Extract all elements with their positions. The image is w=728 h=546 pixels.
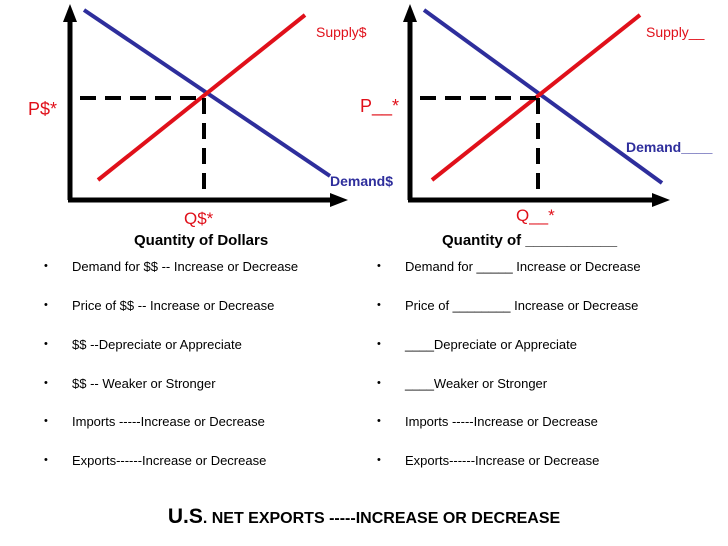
right-quantity-label: Q__*: [516, 206, 555, 225]
bullet-icon: •: [377, 260, 381, 272]
list-item-text: ____Depreciate or Appreciate: [405, 337, 578, 352]
left-x-axis-arrowhead: [330, 193, 348, 207]
right-demand-label: Demand____: [626, 139, 713, 155]
bullet-icon: •: [44, 299, 48, 311]
bullet-icon: •: [44, 415, 48, 427]
footer-rest: . NET EXPORTS -----INCREASE OR DECREASE: [202, 510, 561, 527]
list-item-text: Demand for _____ Increase or Decrease: [405, 259, 641, 274]
bullet-icon: •: [44, 377, 48, 389]
list-item-text: $$ -- Weaker or Stronger: [72, 376, 216, 391]
left-x-axis-title: Quantity of Dollars: [134, 232, 269, 249]
list-item-text: Price of $$ -- Increase or Decrease: [72, 298, 275, 313]
list-item-text: ____Weaker or Stronger: [405, 376, 548, 391]
list-item-text: $$ --Depreciate or Appreciate: [72, 337, 242, 352]
left-quantity-label: Q$*: [184, 209, 214, 228]
right-y-axis-arrowhead: [403, 4, 417, 22]
footer-us: U.S: [167, 505, 203, 528]
bullet-icon: •: [377, 415, 381, 427]
right-x-axis-title: Quantity of ___________: [442, 232, 618, 249]
right-demand-curve: [422, 8, 664, 185]
right-graph: [403, 4, 670, 207]
footer-heading: U.S. NET EXPORTS -----INCREASE OR DECREA…: [0, 505, 728, 529]
left-graph: [63, 4, 348, 207]
left-price-label: P$*: [28, 99, 58, 119]
right-price-label: P__*: [360, 96, 400, 116]
bullet-icon: •: [44, 454, 48, 466]
bullet-icon: •: [377, 454, 381, 466]
bullet-icon: •: [377, 338, 381, 350]
list-item-text: Price of ________ Increase or Decrease: [405, 298, 639, 313]
left-supply-label: Supply$: [316, 24, 367, 40]
left-supply-curve: [96, 13, 307, 182]
bullet-icon: •: [44, 338, 48, 350]
bullet-icon: •: [377, 377, 381, 389]
list-item-text: Exports------Increase or Decrease: [72, 453, 267, 468]
bullet-icon: •: [377, 299, 381, 311]
left-demand-label: Demand$: [330, 173, 394, 189]
right-supply-label: Supply__: [646, 24, 705, 40]
list-item-text: Exports------Increase or Decrease: [405, 453, 600, 468]
list-item-text: Imports -----Increase or Decrease: [405, 414, 598, 429]
bullet-icon: •: [44, 260, 48, 272]
left-y-axis-arrowhead: [63, 4, 77, 22]
list-item-text: Imports -----Increase or Decrease: [72, 414, 265, 429]
right-x-axis-arrowhead: [652, 193, 670, 207]
list-item-text: Demand for $$ -- Increase or Decrease: [72, 259, 299, 274]
